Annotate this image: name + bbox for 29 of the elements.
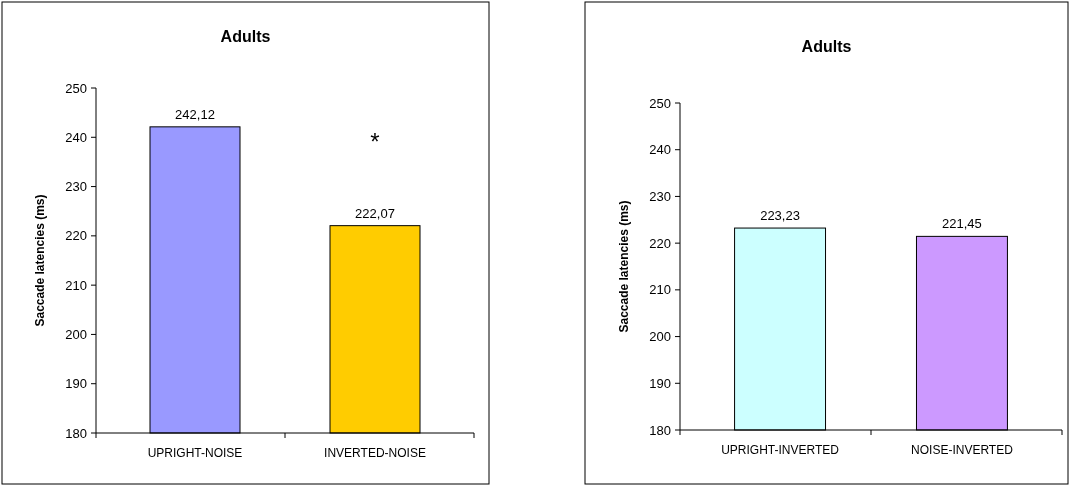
y-tick-label: 190	[649, 375, 671, 391]
y-tick-label: 230	[65, 179, 87, 195]
annotation: *	[370, 128, 380, 155]
y-axis-title: Saccade latencies (ms)	[33, 194, 47, 327]
y-tick-label: 250	[65, 80, 87, 96]
chart-title: Adults	[220, 28, 271, 45]
y-tick-label: 230	[649, 188, 671, 204]
x-tick-label: UPRIGHT-NOISE	[147, 446, 243, 460]
data-label: 242,12	[175, 106, 215, 122]
y-tick-label: 220	[649, 235, 671, 251]
data-label: 222,07	[355, 205, 395, 221]
y-tick-label: 220	[65, 228, 87, 244]
y-tick-label: 180	[65, 425, 87, 441]
y-tick-label: 210	[65, 277, 87, 293]
chart-title: Adults	[801, 38, 852, 55]
data-label: 223,23	[760, 208, 800, 224]
x-tick-label: NOISE-INVERTED	[911, 443, 1014, 457]
y-tick-label: 240	[65, 129, 87, 145]
x-tick-label: UPRIGHT-INVERTED	[721, 443, 840, 457]
y-tick-label: 190	[65, 376, 87, 392]
y-tick-label: 250	[649, 95, 671, 111]
y-tick-label: 200	[65, 326, 87, 342]
x-tick-label: INVERTED-NOISE	[324, 446, 426, 460]
y-tick-label: 180	[649, 422, 671, 438]
y-tick-label: 210	[649, 282, 671, 298]
y-tick-label: 200	[649, 329, 671, 345]
y-axis-title: Saccade latencies (ms)	[617, 200, 631, 333]
data-label: 221,45	[942, 216, 982, 232]
y-tick-label: 240	[649, 142, 671, 158]
